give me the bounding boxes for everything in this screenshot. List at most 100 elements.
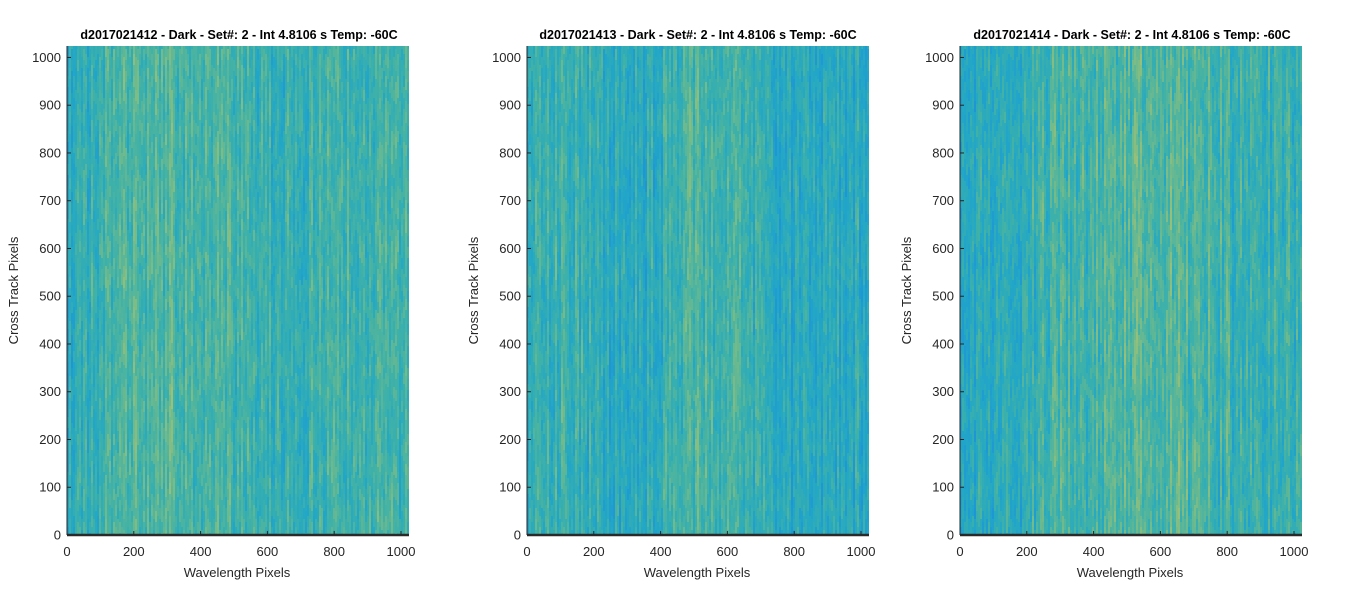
heatmap-cell	[89, 335, 92, 347]
heatmap-cell	[229, 384, 232, 396]
heatmap-cell	[159, 288, 162, 300]
heatmap-cell	[109, 494, 112, 506]
heatmap-cell	[191, 434, 194, 446]
heatmap-cell	[161, 93, 164, 105]
heatmap-cell	[185, 159, 188, 171]
heatmap-cell	[85, 505, 88, 517]
heatmap-cell	[279, 145, 282, 157]
heatmap-cell	[287, 181, 290, 193]
heatmap-cell	[235, 395, 238, 407]
heatmap-cell	[185, 258, 188, 270]
heatmap-cell	[239, 258, 242, 270]
heatmap-cell	[263, 346, 266, 358]
heatmap-cell	[165, 398, 168, 410]
heatmap-cell	[81, 343, 84, 355]
heatmap-cell	[265, 219, 268, 231]
heatmap-cell	[281, 71, 284, 83]
heatmap-cell	[207, 112, 210, 124]
heatmap-cell	[77, 500, 80, 512]
heatmap-cell	[97, 494, 100, 506]
heatmap-cell	[157, 120, 160, 132]
heatmap-cell	[107, 445, 110, 457]
heatmap-cell	[79, 120, 82, 132]
heatmap-cell	[255, 453, 258, 465]
heatmap-cell	[85, 329, 88, 341]
heatmap-cell	[107, 368, 110, 380]
heatmap-cell	[79, 516, 82, 528]
heatmap-cell	[219, 332, 222, 344]
heatmap-cell	[157, 395, 160, 407]
heatmap-cell	[161, 192, 164, 204]
heatmap-cell	[75, 299, 78, 311]
heatmap-cell	[241, 505, 244, 517]
heatmap-cell	[183, 486, 186, 498]
heatmap-cell	[189, 310, 192, 322]
heatmap-cell	[171, 90, 174, 102]
heatmap-cell	[207, 277, 210, 289]
heatmap-cell	[67, 362, 70, 374]
heatmap-cell	[69, 178, 72, 190]
heatmap-cell	[243, 167, 246, 179]
heatmap-cell	[99, 530, 102, 535]
heatmap-cell	[181, 494, 184, 506]
heatmap-cell	[279, 420, 282, 432]
heatmap-cell	[113, 313, 116, 325]
heatmap-cell	[117, 156, 120, 168]
heatmap-cell	[255, 486, 258, 498]
heatmap-cell	[233, 181, 236, 193]
heatmap-cell	[121, 373, 124, 385]
heatmap-cell	[83, 478, 86, 490]
heatmap-cell	[149, 137, 152, 149]
heatmap-cell	[203, 148, 206, 160]
heatmap-cell	[275, 401, 278, 413]
heatmap-cell	[257, 522, 260, 534]
heatmap-cell	[103, 472, 106, 484]
heatmap-cell	[263, 522, 266, 534]
heatmap-cell	[131, 82, 134, 94]
heatmap-cell	[267, 398, 270, 410]
heatmap-cell	[133, 472, 136, 484]
heatmap-cell	[193, 175, 196, 187]
heatmap-cell	[267, 156, 270, 168]
heatmap-cell	[245, 434, 248, 446]
heatmap-cell	[77, 511, 80, 523]
heatmap-cell	[183, 508, 186, 520]
heatmap-cell	[149, 511, 152, 523]
heatmap-cell	[221, 181, 224, 193]
heatmap-cell	[89, 379, 92, 391]
heatmap-cell	[129, 112, 132, 124]
heatmap-cell	[255, 475, 258, 487]
heatmap-cell	[145, 241, 148, 253]
heatmap-cell	[273, 134, 276, 146]
heatmap-cell	[113, 137, 116, 149]
heatmap-cell	[157, 142, 160, 154]
heatmap-cell	[135, 530, 138, 535]
heatmap-cell	[143, 71, 146, 83]
heatmap-cell	[141, 68, 144, 80]
heatmap-cell	[143, 401, 146, 413]
heatmap-cell	[73, 131, 76, 143]
heatmap-cell	[149, 302, 152, 314]
heatmap-cell	[245, 357, 248, 369]
heatmap-cell	[165, 420, 168, 432]
heatmap-cell	[81, 497, 84, 509]
heatmap-cell	[159, 387, 162, 399]
heatmap-cell	[253, 516, 256, 528]
heatmap-cell	[83, 401, 86, 413]
heatmap-cell	[229, 131, 232, 143]
heatmap-cell	[281, 203, 284, 215]
heatmap-cell	[107, 49, 110, 61]
heatmap-cell	[221, 335, 224, 347]
heatmap-cell	[267, 475, 270, 487]
heatmap-cell	[109, 208, 112, 220]
heatmap-cell	[189, 497, 192, 509]
heatmap-cell	[263, 258, 266, 270]
heatmap-cell	[285, 299, 288, 311]
heatmap-cell	[145, 307, 148, 319]
heatmap-cell	[163, 76, 166, 88]
heatmap-cell	[261, 156, 264, 168]
heatmap-cell	[259, 46, 262, 55]
heatmap-cell	[109, 186, 112, 198]
heatmap-cell	[247, 483, 250, 495]
heatmap-cell	[67, 351, 70, 363]
